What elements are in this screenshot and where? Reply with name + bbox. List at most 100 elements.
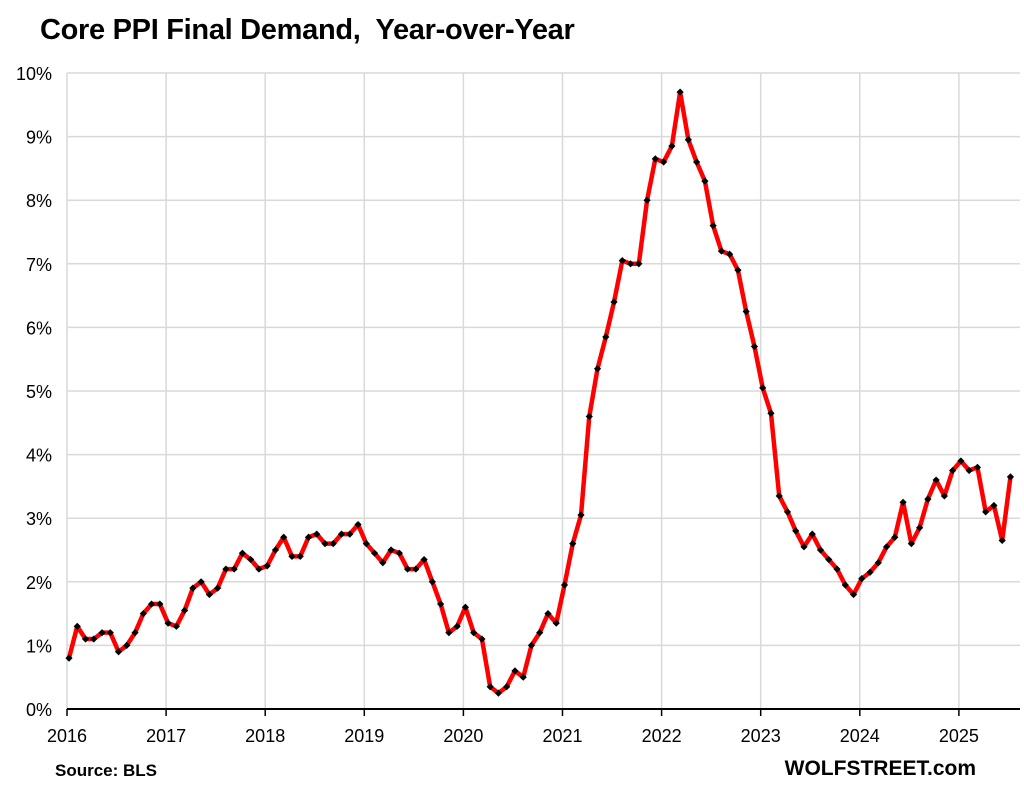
data-point-marker [412,565,420,573]
data-point-marker [957,457,965,465]
data-point-marker [676,88,684,96]
x-tick-label: 2023 [741,726,781,746]
data-point-marker [602,333,610,341]
data-point-marker [461,603,469,611]
data-point-marker [734,266,742,274]
data-point-marker [593,365,602,373]
data-point-marker [783,508,792,516]
data-point-marker [891,533,899,541]
y-tick-label: 2% [26,573,52,593]
x-tick-label: 2024 [840,726,880,746]
data-point-marker [494,689,503,697]
data-point-marker [337,530,346,538]
data-point-marker [271,546,280,554]
data-point-marker [643,196,651,204]
data-point-marker [73,622,81,630]
data-point-marker [304,533,313,541]
data-point-marker [965,466,973,475]
data-point-marker [106,629,114,637]
x-tick-label: 2022 [642,726,682,746]
data-point-marker [660,158,668,166]
data-point-marker [470,629,478,637]
data-point-marker [147,600,156,608]
data-point-marker [866,568,874,576]
data-point-marker [998,536,1006,545]
data-point-marker [775,492,783,500]
data-point-marker [693,158,701,166]
data-point-marker [511,667,519,675]
x-tick-label: 2017 [146,726,186,746]
brand-label: WOLFSTREET.com [784,757,976,780]
data-point-marker [387,546,395,554]
series-line [66,89,1013,696]
data-point-marker [362,540,370,548]
data-point-marker [825,555,833,564]
data-point-marker [263,562,271,570]
data-point-marker [899,498,907,506]
data-series [65,88,1015,697]
data-point-marker [346,530,354,538]
data-point-marker [247,555,255,564]
y-axis-ticks: 0% 1% 2% 3% 4% 5% 6% 7% 8% 9% 10% [16,64,52,720]
x-axis: 2016 2017 2018 2019 2020 2021 2022 2023 2024 2025 [47,708,1020,746]
data-point-marker [982,508,990,516]
data-point-marker [238,549,247,557]
data-point-marker [395,549,403,557]
data-point-marker [81,635,90,643]
data-point-marker [882,543,891,551]
data-point-marker [726,250,734,258]
data-point-marker [131,629,139,637]
data-point-marker [536,629,544,637]
y-tick-label: 10% [16,64,52,84]
y-tick-label: 7% [26,255,52,275]
x-tick-label: 2025 [939,726,979,746]
data-point-marker [841,581,849,589]
data-point-marker [222,565,230,573]
data-point-marker [585,412,593,421]
y-tick-label: 6% [26,318,52,338]
data-point-marker [990,501,998,510]
data-point-marker [940,492,948,500]
y-tick-label: 1% [26,636,52,656]
data-point-marker [709,222,717,230]
data-point-marker [932,476,940,484]
data-point-marker [767,409,775,417]
data-point-marker [370,549,379,557]
data-point-marker [98,629,106,637]
data-point-marker [635,260,643,268]
data-point-marker [759,384,767,392]
data-point-marker [816,546,825,554]
data-point-marker [800,543,808,551]
data-point-marker [569,540,577,548]
gridlines [66,72,1020,709]
data-point-marker [833,565,841,573]
data-point-marker [123,641,131,649]
data-point-marker [651,155,659,163]
data-point-marker [214,584,222,592]
data-point-marker [403,565,412,573]
data-point-marker [114,648,123,656]
data-point-marker [808,530,816,538]
data-point-marker [156,600,164,608]
data-point-marker [321,540,329,548]
data-point-marker [486,683,494,691]
x-tick-label: 2021 [542,726,582,746]
x-tick-label: 2016 [47,726,87,746]
data-point-marker [313,530,321,538]
data-point-marker [329,540,337,548]
data-point-marker [544,610,552,618]
data-point-marker [445,629,453,637]
data-point-marker [668,142,676,150]
data-point-marker [1006,473,1015,481]
data-point-marker [189,584,197,592]
data-point-marker [701,177,709,185]
y-tick-label: 4% [26,446,52,466]
data-point-marker [973,463,982,471]
data-point-marker [874,559,882,567]
data-point-marker [577,511,585,519]
data-point-marker [280,533,288,541]
y-tick-label: 9% [26,128,52,148]
data-point-marker [742,307,750,316]
data-point-marker [618,257,626,265]
